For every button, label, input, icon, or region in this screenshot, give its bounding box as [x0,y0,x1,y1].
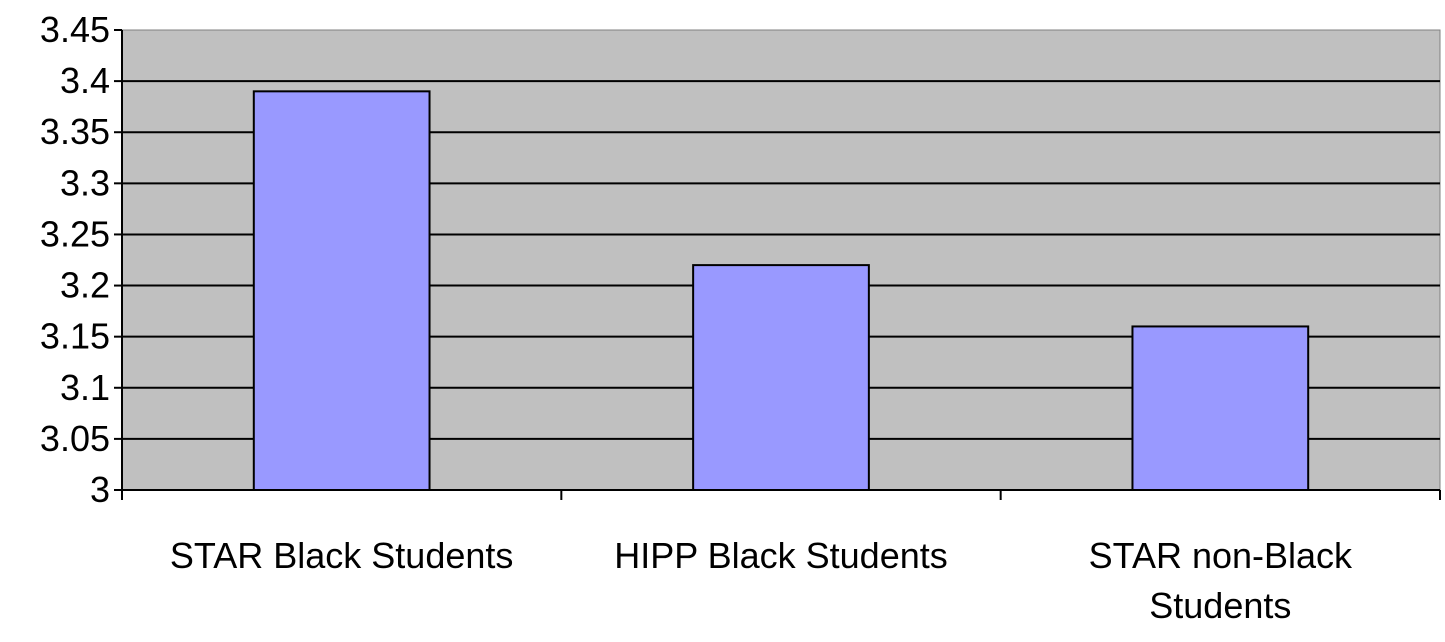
y-tick-label: 3 [90,469,110,510]
y-tick-label: 3.3 [60,162,110,203]
y-tick-label: 3.25 [40,213,110,254]
y-tick-label: 3.35 [40,111,110,152]
bar [252,90,431,491]
y-tick-label: 3.1 [60,367,110,408]
y-tick-label: 3.05 [40,418,110,459]
y-tick-label: 3.2 [60,265,110,306]
x-tick-label: STAR non-Black [1089,535,1353,576]
x-tick-labels: STAR Black Students HIPP Black Students ST… [170,535,1353,626]
bars [252,90,1310,492]
y-tick-label: 3.15 [40,316,110,357]
axes [114,29,1441,500]
x-tick-label: STAR Black Students [170,535,513,576]
x-tick-label: HIPP Black Students [614,535,948,576]
bar [692,264,870,491]
y-tick-labels: 3 3.05 3.1 3.15 3.2 3.25 3.3 3.35 3.4 3.45 [40,9,110,510]
bar [1131,325,1310,492]
y-tick-label: 3.45 [40,9,110,50]
y-tick-label: 3.4 [60,60,110,101]
x-tick-label: Students [1149,585,1291,626]
